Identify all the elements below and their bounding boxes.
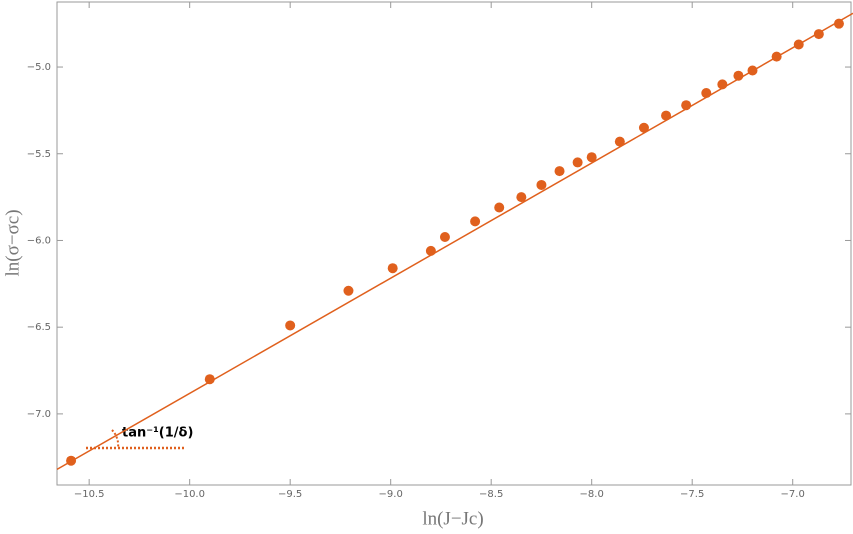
data-point [494, 202, 505, 213]
data-point [586, 152, 597, 163]
y-tick-label: −6.5 [27, 322, 51, 333]
data-point [343, 285, 354, 296]
plot-frame [56, 1, 852, 486]
data-point [516, 192, 527, 203]
x-tick-label: −7.0 [781, 489, 805, 500]
data-point [285, 320, 296, 331]
y-axis-label: ln(σ−σc) [2, 209, 23, 276]
x-axis-label: ln(J−Jc) [422, 508, 483, 529]
x-tick-label: −8.0 [580, 489, 604, 500]
y-tick-label: −5.0 [27, 62, 51, 73]
data-point [554, 166, 565, 177]
x-tick-label: −9.0 [379, 489, 403, 500]
fit-line [56, 12, 853, 471]
data-point [470, 216, 481, 227]
y-tick-label: −7.0 [27, 409, 51, 420]
x-tick-label: −10.0 [174, 489, 205, 500]
x-tick-label: −8.5 [479, 489, 503, 500]
x-tick-label: −7.5 [680, 489, 704, 500]
y-tick-label: −6.0 [27, 235, 51, 246]
annotation: tan⁻¹(1/δ) [122, 426, 193, 441]
data-point [572, 157, 583, 168]
y-tick-label: −5.5 [27, 149, 51, 160]
data-point [387, 263, 398, 274]
data-point [833, 18, 844, 29]
data-point [439, 231, 450, 242]
x-tick-label: −10.5 [74, 489, 105, 500]
x-tick-label: −9.5 [278, 489, 302, 500]
angle-arc [111, 429, 120, 449]
data-point [536, 179, 547, 190]
data-point [614, 136, 625, 147]
data-point [204, 374, 215, 385]
data-point [638, 122, 649, 133]
